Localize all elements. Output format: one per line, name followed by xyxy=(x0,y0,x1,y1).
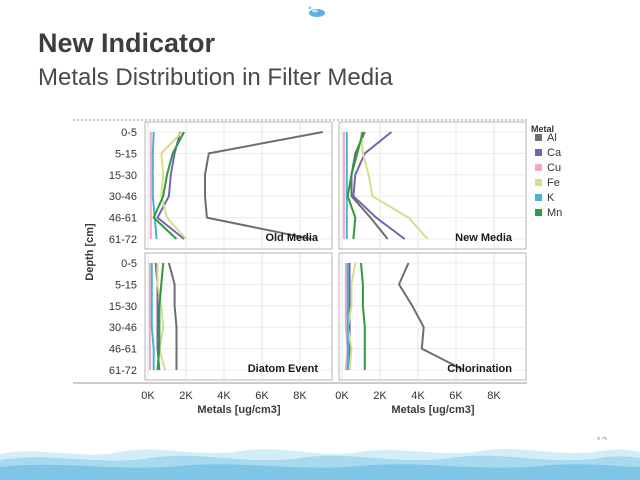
legend-label-ca: Ca xyxy=(547,147,562,159)
panel-label-old-media: Old Media xyxy=(265,232,318,244)
legend-label-k: K xyxy=(547,192,555,204)
panel-frames xyxy=(73,119,527,384)
series-lines xyxy=(148,131,465,371)
legend-label-cu: Cu xyxy=(547,162,561,174)
x-tick-label: 8K xyxy=(487,390,501,402)
x-tick-label: 6K xyxy=(449,390,463,402)
panel-frame-old-media xyxy=(144,121,333,250)
panel-frame-diatom-event xyxy=(144,252,333,381)
series-line-new-media-ca xyxy=(352,131,406,240)
series-line-new-media-fe xyxy=(360,131,429,240)
y-tick-label: 15-30 xyxy=(109,170,137,182)
y-tick-label: 0-5 xyxy=(121,258,137,270)
panel-labels: Old Media New Media Diatom Event Chlorinati… xyxy=(248,232,513,375)
series-line-old-media-fe xyxy=(160,131,187,240)
legend-label-mn: Mn xyxy=(547,207,562,219)
panel-frame-chlorination xyxy=(338,252,527,381)
series-line-chlorination-fe xyxy=(346,262,357,371)
panel-label-new-media: New Media xyxy=(455,232,513,244)
x-axis-tick-labels: 0K 2K 4K 6K 8K 0K 2K 4K 6K 8K xyxy=(141,390,501,402)
y-tick-label: 30-46 xyxy=(109,191,137,203)
x-axis-label-left: Metals [ug/cm3] xyxy=(197,404,280,416)
y-axis-label: Depth [cm] xyxy=(84,223,96,281)
panel-label-chlorination: Chlorination xyxy=(447,363,512,375)
y-tick-label: 46-61 xyxy=(109,344,137,356)
legend-label-al: Al xyxy=(547,132,557,144)
slide-title: New Indicator xyxy=(38,28,216,58)
series-line-old-media-mn xyxy=(152,131,185,240)
series-line-diatom-event-k xyxy=(150,263,155,370)
series-line-old-media-k xyxy=(151,131,158,240)
y-tick-label: 0-5 xyxy=(121,127,137,139)
legend-swatch-cu xyxy=(535,164,542,171)
panel-frame-new-media xyxy=(338,121,527,250)
x-tick-label: 0K xyxy=(141,390,155,402)
y-tick-label: 61-72 xyxy=(109,234,137,246)
panel-label-diatom-event: Diatom Event xyxy=(248,363,319,375)
droplet-logo-icon xyxy=(308,6,325,17)
series-line-old-media-al xyxy=(204,131,323,240)
legend: Metal Al Ca Cu Fe K Mn xyxy=(531,124,562,219)
y-tick-label: 5-15 xyxy=(115,279,137,291)
x-axis-label-right: Metals [ug/cm3] xyxy=(391,404,474,416)
wave-footer-decoration xyxy=(0,440,640,480)
legend-swatch-al xyxy=(535,134,542,141)
x-tick-label: 4K xyxy=(217,390,231,402)
x-tick-label: 8K xyxy=(293,390,307,402)
legend-title: Metal xyxy=(531,124,554,134)
y-tick-label: 5-15 xyxy=(115,148,137,160)
y-tick-label: 61-72 xyxy=(109,365,137,377)
legend-swatch-ca xyxy=(535,149,542,156)
y-axis-tick-labels: 0-5 5-15 15-30 30-46 46-61 61-72 0-5 5-15 15-30 3… xyxy=(109,127,137,377)
series-line-diatom-event-fe xyxy=(156,263,167,371)
series-line-chlorination-mn xyxy=(360,262,366,370)
x-tick-label: 2K xyxy=(179,390,193,402)
y-tick-label: 15-30 xyxy=(109,301,137,313)
slide-subtitle: Metals Distribution in Filter Media xyxy=(38,64,393,91)
series-line-diatom-event-mn xyxy=(156,262,165,371)
legend-swatch-fe xyxy=(535,179,542,186)
x-tick-label: 2K xyxy=(373,390,387,402)
x-tick-label: 6K xyxy=(255,390,269,402)
series-line-diatom-event-al xyxy=(167,262,178,370)
legend-label-fe: Fe xyxy=(547,177,560,189)
x-tick-label: 0K xyxy=(335,390,349,402)
series-line-new-media-al xyxy=(350,131,389,240)
y-tick-label: 30-46 xyxy=(109,322,137,334)
legend-swatch-k xyxy=(535,194,542,201)
series-line-chlorination-al xyxy=(398,262,465,371)
legend-swatch-mn xyxy=(535,209,542,216)
series-line-new-media-mn xyxy=(346,131,364,240)
gridlines xyxy=(145,122,526,380)
y-tick-label: 46-61 xyxy=(109,213,137,225)
x-tick-label: 4K xyxy=(411,390,425,402)
